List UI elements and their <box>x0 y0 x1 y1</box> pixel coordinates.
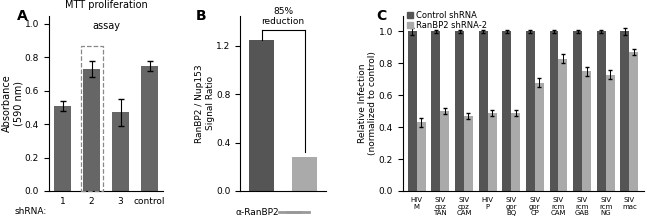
Text: 85%
reduction: 85% reduction <box>261 7 305 26</box>
Bar <box>292 157 317 191</box>
Bar <box>83 69 100 191</box>
Text: assay: assay <box>92 21 120 31</box>
Bar <box>629 52 638 191</box>
Bar <box>417 122 426 191</box>
Y-axis label: RanBP2 / Nup153
Signal Ratio: RanBP2 / Nup153 Signal Ratio <box>195 64 215 143</box>
Text: α-RanBP2: α-RanBP2 <box>236 208 280 218</box>
Text: C: C <box>376 8 386 22</box>
Y-axis label: Relative Infection
(normalized to control): Relative Infection (normalized to contro… <box>358 51 377 155</box>
Bar <box>502 32 512 191</box>
Y-axis label: Absorbance
(590 nm): Absorbance (590 nm) <box>2 74 23 132</box>
Bar <box>455 32 464 191</box>
Bar <box>408 32 417 191</box>
Bar <box>112 112 129 191</box>
Bar <box>478 32 488 191</box>
Bar <box>549 32 558 191</box>
Bar <box>464 116 473 191</box>
Text: MTT proliferation: MTT proliferation <box>65 0 148 10</box>
Bar <box>488 113 497 191</box>
Bar <box>512 113 520 191</box>
Bar <box>597 32 606 191</box>
Text: B: B <box>195 8 206 22</box>
Bar <box>535 83 544 191</box>
Text: shRNA:: shRNA: <box>14 207 46 216</box>
Bar <box>141 66 158 191</box>
Bar <box>573 32 582 191</box>
Bar <box>606 75 615 191</box>
Bar <box>558 59 567 191</box>
Bar <box>248 40 274 191</box>
Text: A: A <box>17 8 27 22</box>
Bar <box>54 106 72 191</box>
Bar <box>441 111 449 191</box>
Legend: Control shRNA, RanBP2 shRNA-2: Control shRNA, RanBP2 shRNA-2 <box>407 11 487 30</box>
Bar <box>620 32 629 191</box>
Bar <box>526 32 535 191</box>
Bar <box>432 32 441 191</box>
Bar <box>582 71 591 191</box>
Bar <box>81 46 103 191</box>
